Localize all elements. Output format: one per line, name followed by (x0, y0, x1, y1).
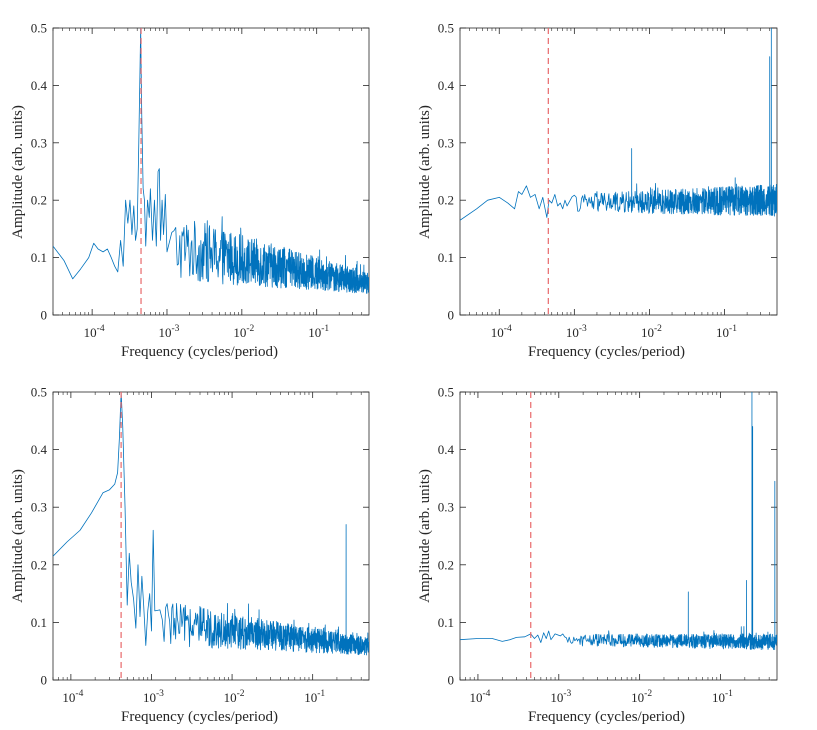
chart2-x-tick-exp: -3 (156, 689, 164, 699)
chart0-x-tick-label: 10-1 (308, 324, 329, 340)
chart1-x-tick-exp: -3 (579, 324, 587, 334)
chart2-x-tick-base: 10 (143, 690, 156, 705)
chart2-series-line (53, 392, 369, 656)
chart0-x-tick-base: 10 (308, 325, 321, 340)
chart1-x-tick-label: 10-2 (641, 324, 662, 340)
chart2-x-tick-label: 10-2 (224, 689, 245, 705)
chart1-y-tick-label: 0.4 (438, 78, 455, 93)
chart3-y-tick-label: 0.5 (438, 385, 454, 400)
chart2-y-tick-label: 0 (41, 673, 48, 688)
chart0-x-tick-base: 10 (84, 325, 97, 340)
chart1-x-tick-base: 10 (641, 325, 654, 340)
chart3-y-tick-label: 0.2 (438, 557, 454, 572)
chart3-x-tick-base: 10 (712, 690, 725, 705)
chart1-x-tick-label: 10-1 (716, 324, 737, 340)
chart1-y-tick-label: 0.3 (438, 135, 454, 150)
chart0-series-line (53, 28, 369, 294)
chart2-x-tick-label: 10-3 (143, 689, 164, 705)
chart3-x-tick-base: 10 (550, 690, 563, 705)
chart1-x-tick-base: 10 (566, 325, 579, 340)
chart2-x-tick-exp: -2 (237, 689, 245, 699)
chart1-y-tick-label: 0.2 (438, 193, 454, 208)
chart1-y-tick-label: 0.5 (438, 21, 454, 36)
chart2-x-tick-exp: -4 (75, 689, 83, 699)
chart1-x-tick-label: 10-4 (491, 324, 512, 340)
chart2-x-tick-base: 10 (62, 690, 75, 705)
chart2-axes-box (52, 391, 370, 681)
chart3-x-tick-exp: -2 (644, 689, 652, 699)
chart1-x-tick-exp: -2 (654, 324, 662, 334)
chart3-panel: 10-4 10-3 10-2 10-100.10.20.30.40.5Frequenc… (417, 385, 778, 725)
chart0-y-tick-label: 0.5 (31, 21, 47, 36)
chart1-axes-box (459, 27, 778, 316)
chart3-y-tick-label: 0 (448, 673, 455, 688)
chart2-y-tick-label: 0.1 (31, 615, 47, 630)
chart0-y-tick-label: 0.2 (31, 193, 47, 208)
chart2-x-tick-exp: -1 (317, 689, 325, 699)
chart3-axes-box (459, 391, 778, 681)
chart0-y-tick-label: 0 (41, 308, 48, 323)
chart2-y-tick-label: 0.2 (31, 557, 47, 572)
chart3-x-tick-base: 10 (469, 690, 482, 705)
chart2-panel: 10-4 10-3 10-2 10-100.10.20.30.40.5Frequenc… (10, 385, 370, 725)
chart3-x-tick-label: 10-3 (550, 689, 571, 705)
chart1-series-line (460, 28, 777, 221)
chart3-x-tick-label: 10-2 (631, 689, 652, 705)
chart3-y-axis-label: Amplitude (arb. units) (417, 469, 433, 603)
chart1-x-tick-exp: -1 (729, 324, 737, 334)
chart0-panel: 10-4 10-3 10-2 10-100.10.20.30.40.5Frequenc… (10, 21, 370, 360)
chart0-x-tick-base: 10 (159, 325, 172, 340)
chart3-series-line (460, 392, 777, 651)
chart0-x-tick-exp: -4 (97, 324, 105, 334)
chart1-panel: 10-4 10-3 10-2 10-100.10.20.30.40.5Frequenc… (417, 21, 778, 360)
chart3-x-tick-label: 10-4 (469, 689, 490, 705)
chart2-y-axis-label: Amplitude (arb. units) (10, 469, 26, 603)
chart1-y-tick-label: 0.1 (438, 250, 454, 265)
chart2-x-tick-label: 10-1 (304, 689, 325, 705)
chart3-x-axis-label: Frequency (cycles/period) (528, 709, 685, 725)
chart2-x-tick-base: 10 (224, 690, 237, 705)
chart0-x-tick-exp: -1 (321, 324, 329, 334)
chart1-y-tick-label: 0 (448, 308, 455, 323)
chart3-x-tick-label: 10-1 (712, 689, 733, 705)
chart3-y-tick-label: 0.4 (438, 442, 455, 457)
chart3-x-tick-exp: -1 (725, 689, 733, 699)
chart2-x-tick-label: 10-4 (62, 689, 83, 705)
chart0-x-tick-exp: -3 (172, 324, 180, 334)
chart3-x-tick-base: 10 (631, 690, 644, 705)
chart1-x-tick-base: 10 (716, 325, 729, 340)
chart3-y-tick-label: 0.1 (438, 615, 454, 630)
chart3-x-tick-exp: -3 (563, 689, 571, 699)
chart0-y-tick-label: 0.3 (31, 135, 47, 150)
chart2-y-tick-label: 0.4 (31, 442, 48, 457)
chart2-y-tick-label: 0.5 (31, 385, 47, 400)
chart1-x-tick-exp: -4 (504, 324, 512, 334)
chart0-x-tick-base: 10 (233, 325, 246, 340)
chart0-y-tick-label: 0.4 (31, 78, 48, 93)
chart0-x-tick-label: 10-3 (159, 324, 180, 340)
chart1-x-tick-base: 10 (491, 325, 504, 340)
chart1-x-tick-label: 10-3 (566, 324, 587, 340)
chart0-y-tick-label: 0.1 (31, 250, 47, 265)
chart2-y-tick-label: 0.3 (31, 500, 47, 515)
chart1-x-axis-label: Frequency (cycles/period) (528, 344, 685, 360)
chart0-y-axis-label: Amplitude (arb. units) (10, 105, 26, 239)
chart0-x-tick-label: 10-4 (84, 324, 105, 340)
chart2-x-tick-base: 10 (304, 690, 317, 705)
chart2-x-axis-label: Frequency (cycles/period) (121, 709, 278, 725)
chart0-x-axis-label: Frequency (cycles/period) (121, 344, 278, 360)
chart3-x-tick-exp: -4 (482, 689, 490, 699)
chart1-y-axis-label: Amplitude (arb. units) (417, 105, 433, 239)
chart0-axes-box (52, 27, 370, 316)
chart0-x-tick-exp: -2 (246, 324, 254, 334)
chart0-x-tick-label: 10-2 (233, 324, 254, 340)
chart3-y-tick-label: 0.3 (438, 500, 454, 515)
